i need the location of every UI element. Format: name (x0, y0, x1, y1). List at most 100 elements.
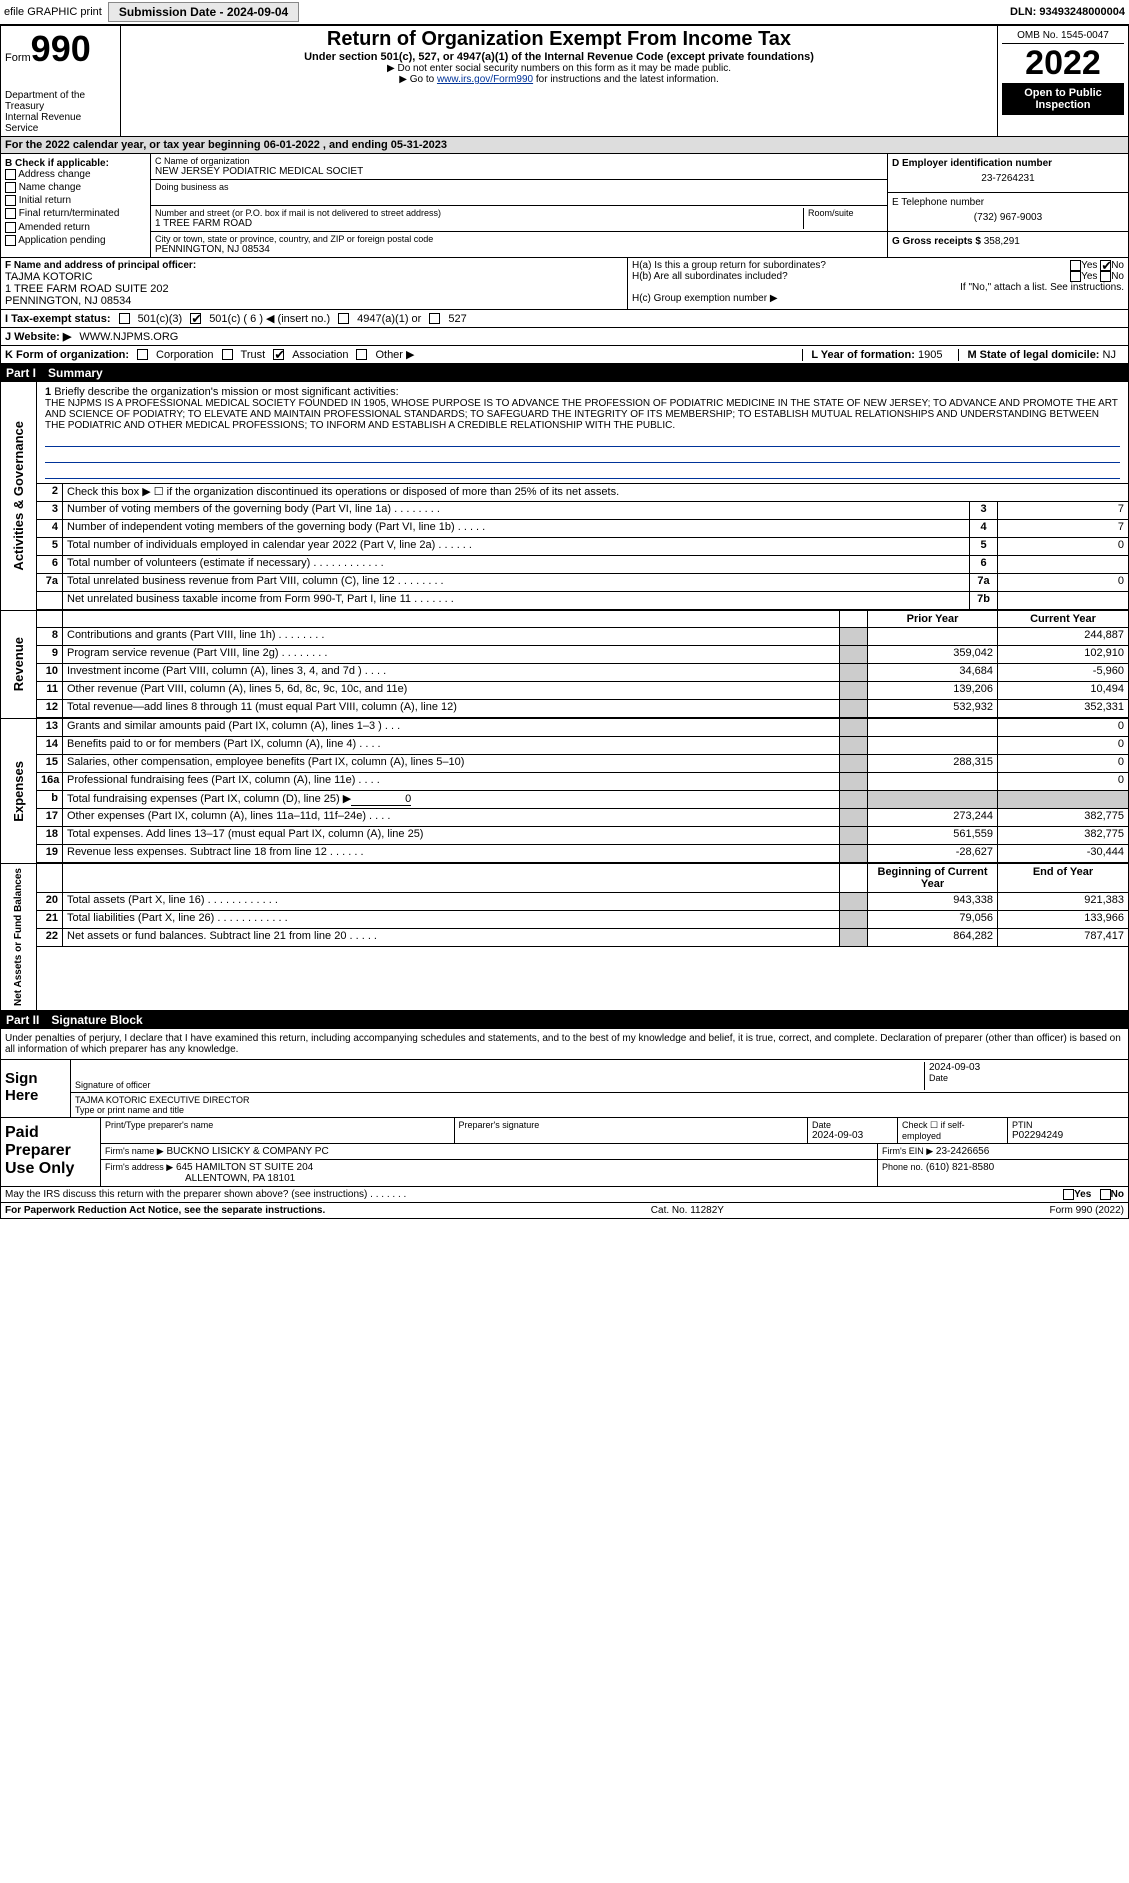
form-title: Return of Organization Exempt From Incom… (125, 28, 993, 51)
527-check[interactable] (429, 313, 440, 324)
line-15: 15Salaries, other compensation, employee… (37, 755, 1128, 773)
line-20: 20Total assets (Part X, line 16) . . . .… (37, 893, 1128, 911)
4947-check[interactable] (338, 313, 349, 324)
preparer-row-2: Firm's name ▶ BUCKNO LISICKY & COMPANY P… (101, 1144, 1128, 1160)
omb-number: OMB No. 1545-0047 (1002, 28, 1124, 44)
submission-date-button[interactable]: Submission Date - 2024-09-04 (108, 2, 299, 22)
check-column-b: B Check if applicable: Address change Na… (1, 154, 151, 257)
trust-check[interactable] (222, 349, 233, 360)
room-label: Room/suite (808, 208, 883, 218)
dept-label: Department of the Treasury (5, 90, 116, 112)
part2-label: Part II (6, 1013, 39, 1027)
ha-yes-check[interactable] (1070, 260, 1081, 271)
open-inspection: Open to Public Inspection (1002, 83, 1124, 115)
hb-note: If "No," attach a list. See instructions… (632, 282, 1124, 293)
netassets-side-label: Net Assets or Fund Balances (1, 864, 37, 1010)
ssn-note: ▶ Do not enter social security numbers o… (125, 63, 993, 74)
revenue-section: Revenue Prior YearCurrent Year 8Contribu… (0, 611, 1129, 719)
e-phone-block: E Telephone number (732) 967-9003 (888, 193, 1128, 232)
hc-label: H(c) Group exemption number ▶ (632, 293, 1124, 304)
period-a: For the 2022 calendar year, or tax year … (5, 139, 447, 151)
final-return-check[interactable]: Final return/terminated (5, 208, 146, 219)
e-label: E Telephone number (892, 197, 1124, 208)
amended-return-check[interactable]: Amended return (5, 222, 146, 233)
form-prefix: Form (5, 52, 31, 64)
irs-link[interactable]: www.irs.gov/Form990 (437, 74, 533, 85)
m-label: M State of legal domicile: (967, 349, 1099, 361)
preparer-row-3: Firm's address ▶ 645 HAMILTON ST SUITE 2… (101, 1160, 1128, 1186)
c-name-block: C Name of organization NEW JERSEY PODIAT… (151, 154, 887, 180)
goto-note: ▶ Go to www.irs.gov/Form990 for instruct… (125, 74, 993, 85)
irs-label: Internal Revenue Service (5, 112, 116, 134)
sig-intro: Under penalties of perjury, I declare th… (1, 1029, 1128, 1059)
netassets-section: Net Assets or Fund Balances Beginning of… (0, 864, 1129, 1011)
city-label: City or town, state or province, country… (155, 234, 883, 244)
signature-block: Under penalties of perjury, I declare th… (0, 1029, 1129, 1203)
line-14: 14Benefits paid to or for members (Part … (37, 737, 1128, 755)
line-4: 4Number of independent voting members of… (37, 520, 1128, 538)
l-label: L Year of formation: (811, 349, 915, 361)
revenue-header-row: Prior YearCurrent Year (37, 611, 1128, 628)
sign-here-label: Sign Here (1, 1060, 71, 1117)
year-box: OMB No. 1545-0047 2022 Open to Public In… (998, 26, 1128, 136)
mission-line (45, 465, 1120, 479)
line-2: 2Check this box ▶ ☐ if the organization … (37, 484, 1128, 502)
city-block: City or town, state or province, country… (151, 232, 887, 257)
discuss-yes-check[interactable] (1063, 1189, 1074, 1200)
other-check[interactable] (356, 349, 367, 360)
hb-label: H(b) Are all subordinates included? (632, 271, 788, 282)
form-header: Form990 Department of the Treasury Inter… (0, 25, 1129, 137)
f-label: F Name and address of principal officer: (5, 260, 623, 271)
ein-value: 23-7264231 (892, 169, 1124, 188)
initial-return-check[interactable]: Initial return (5, 195, 146, 206)
line-18: 18Total expenses. Add lines 13–17 (must … (37, 827, 1128, 845)
website-url: WWW.NJPMS.ORG (79, 331, 178, 343)
group-h-block: H(a) Is this a group return for subordin… (628, 258, 1128, 309)
ha-no-check[interactable] (1100, 260, 1111, 271)
discuss-no-check[interactable] (1100, 1189, 1111, 1200)
gross-receipts: 358,291 (984, 236, 1020, 247)
k-label: K Form of organization: (5, 349, 129, 361)
part2-header: Part II Signature Block (0, 1011, 1129, 1029)
line1-label: Briefly describe the organization's miss… (54, 386, 398, 398)
line-9: 9Program service revenue (Part VIII, lin… (37, 646, 1128, 664)
mission-line (45, 449, 1120, 463)
efile-label: efile GRAPHIC print (4, 6, 102, 18)
corp-check[interactable] (137, 349, 148, 360)
501c3-check[interactable] (119, 313, 130, 324)
form-org-row: K Form of organization: Corporation Trus… (0, 346, 1129, 364)
discuss-text: May the IRS discuss this return with the… (5, 1189, 406, 1200)
officer-group-row: F Name and address of principal officer:… (0, 258, 1129, 310)
officer-name: TAJMA KOTORIC (5, 271, 623, 283)
hb-yes-check[interactable] (1070, 271, 1081, 282)
501c-check[interactable] (190, 313, 201, 324)
name-change-check[interactable]: Name change (5, 182, 146, 193)
addr-change-check[interactable]: Address change (5, 169, 146, 180)
d-label: D Employer identification number (892, 158, 1124, 169)
application-pending-check[interactable]: Application pending (5, 235, 146, 246)
officer-city: PENNINGTON, NJ 08534 (5, 295, 623, 307)
hb-no-check[interactable] (1100, 271, 1111, 282)
ha-label: H(a) Is this a group return for subordin… (632, 260, 826, 271)
paperwork-notice: For Paperwork Reduction Act Notice, see … (5, 1205, 325, 1216)
line-16a: 16aProfessional fundraising fees (Part I… (37, 773, 1128, 791)
phone-value: (732) 967-9003 (892, 208, 1124, 227)
addr-block: Number and street (or P.O. box if mail i… (151, 206, 887, 232)
period-row: For the 2022 calendar year, or tax year … (0, 137, 1129, 154)
line-6: 6Total number of volunteers (estimate if… (37, 556, 1128, 574)
line-17: 17Other expenses (Part IX, column (A), l… (37, 809, 1128, 827)
paid-preparer-label: Paid Preparer Use Only (1, 1118, 101, 1186)
g-label: G Gross receipts $ (892, 236, 981, 247)
sign-here-grid: Sign Here Signature of officer 2024-09-0… (1, 1059, 1128, 1117)
line-5: 5Total number of individuals employed in… (37, 538, 1128, 556)
title-block: Return of Organization Exempt From Incom… (121, 26, 998, 136)
form-subtitle: Under section 501(c), 527, or 4947(a)(1)… (125, 51, 993, 63)
assoc-check[interactable] (273, 349, 284, 360)
mission-line (45, 433, 1120, 447)
b-label: B Check if applicable: (5, 158, 146, 169)
part1-header: Part I Summary (0, 364, 1129, 382)
i-label: I Tax-exempt status: (5, 313, 111, 325)
name-column: C Name of organization NEW JERSEY PODIAT… (151, 154, 888, 257)
officer-addr: 1 TREE FARM ROAD SUITE 202 (5, 283, 623, 295)
org-city: PENNINGTON, NJ 08534 (155, 244, 883, 255)
